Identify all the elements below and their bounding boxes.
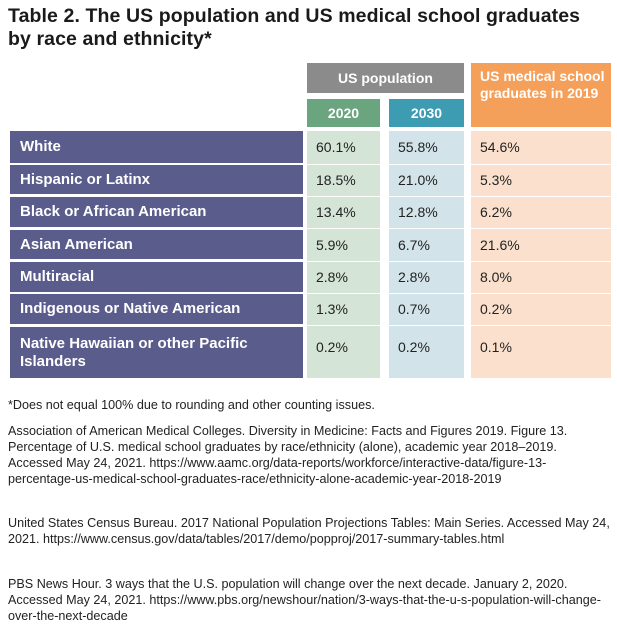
cell-2030: 21.0%: [398, 171, 438, 188]
row-divider: [307, 196, 611, 197]
cell-2020: 0.2%: [316, 339, 348, 355]
year-2030-header: 2030: [389, 99, 464, 127]
cell-2020: 60.1%: [316, 139, 356, 155]
cell-med-grads: 0.1%: [480, 339, 512, 355]
table-row: Hispanic or Latinx 18.5% 21.0% 5.3%: [0, 165, 617, 195]
cell-2020: 18.5%: [316, 171, 356, 188]
cell-med-grads: 8.0%: [480, 269, 512, 285]
row-divider: [307, 325, 611, 326]
cell-2030: 0.7%: [398, 301, 430, 317]
us-population-header: US population: [307, 63, 464, 93]
table-row: Black or African American 13.4% 12.8% 6.…: [0, 197, 617, 227]
row-label: Asian American: [10, 230, 303, 259]
cell-2030: 0.2%: [398, 339, 430, 355]
column-med-grads-background: [471, 131, 611, 378]
cell-2020: 2.8%: [316, 269, 348, 285]
table-row: White 60.1% 55.8% 54.6%: [0, 131, 617, 163]
cell-2030: 6.7%: [398, 236, 430, 253]
row-label: Hispanic or Latinx: [10, 165, 303, 194]
table-row: Multiracial 2.8% 2.8% 8.0%: [0, 262, 617, 292]
cell-med-grads: 5.3%: [480, 171, 512, 188]
cell-2030: 12.8%: [398, 204, 438, 220]
cell-2030: 2.8%: [398, 269, 430, 285]
row-label: Black or African American: [10, 197, 303, 227]
source-citation: United States Census Bureau. 2017 Nation…: [8, 516, 610, 546]
med-grads-header: US medical school graduates in 2019: [471, 63, 611, 127]
row-divider: [307, 164, 611, 165]
table-row: Indigenous or Native American 1.3% 0.7% …: [0, 294, 617, 324]
row-divider: [307, 228, 611, 229]
column-2030-background: [389, 131, 464, 378]
cell-2020: 13.4%: [316, 204, 356, 220]
table-title: Table 2. The US population and US medica…: [8, 5, 581, 50]
row-label: Indigenous or Native American: [10, 294, 303, 324]
table-row: Asian American 5.9% 6.7% 21.6%: [0, 230, 617, 260]
table-row: Native Hawaiian or other Pacific Islande…: [0, 327, 617, 378]
row-label: Native Hawaiian or other Pacific Islande…: [10, 327, 303, 378]
row-divider: [307, 261, 611, 262]
cell-med-grads: 21.6%: [480, 236, 520, 253]
cell-2020: 1.3%: [316, 301, 348, 317]
source-citation: Association of American Medical Colleges…: [8, 424, 568, 486]
row-label: White: [10, 131, 303, 163]
cell-2020: 5.9%: [316, 236, 348, 253]
footnote: *Does not equal 100% due to rounding and…: [8, 398, 375, 412]
row-divider: [307, 293, 611, 294]
column-2020-background: [307, 131, 380, 378]
cell-med-grads: 0.2%: [480, 301, 512, 317]
cell-med-grads: 6.2%: [480, 204, 512, 220]
cell-2030: 55.8%: [398, 139, 438, 155]
source-citation: PBS News Hour. 3 ways that the U.S. popu…: [8, 577, 601, 623]
cell-med-grads: 54.6%: [480, 139, 520, 155]
year-2020-header: 2020: [307, 99, 380, 127]
row-label: Multiracial: [10, 262, 303, 292]
